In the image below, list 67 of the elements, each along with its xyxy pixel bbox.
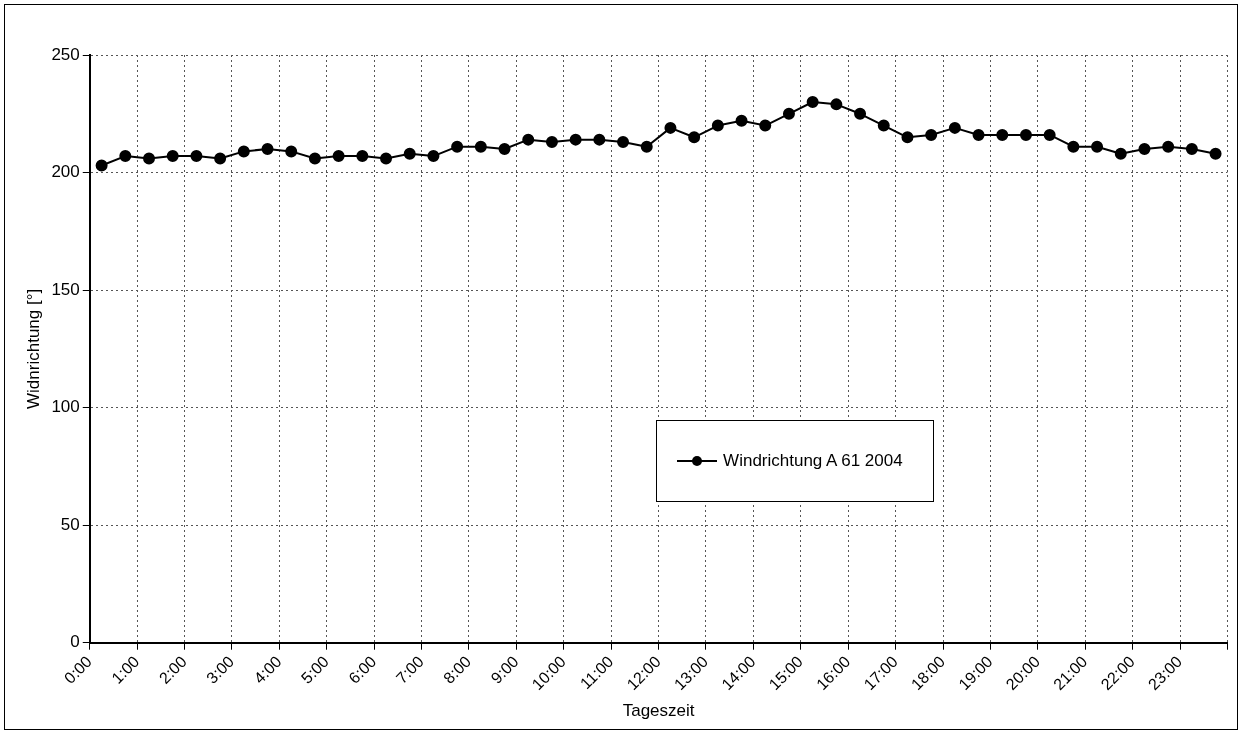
point bbox=[545, 135, 558, 148]
point bbox=[1019, 128, 1032, 141]
point bbox=[451, 140, 464, 153]
y-tick-label: 150 bbox=[51, 279, 80, 299]
point bbox=[806, 96, 819, 109]
point bbox=[593, 133, 606, 146]
point bbox=[1067, 140, 1080, 153]
x-tick-label: 0:00 bbox=[60, 652, 96, 687]
point bbox=[1043, 128, 1056, 141]
y-tick-label: 0 bbox=[70, 632, 80, 652]
y-axis-title: Widnrichtung [°] bbox=[23, 288, 43, 409]
point bbox=[569, 133, 582, 146]
point bbox=[237, 145, 250, 158]
y-tick-label: 50 bbox=[60, 514, 80, 534]
y-tick-label: 100 bbox=[51, 397, 80, 417]
point bbox=[901, 131, 914, 144]
point bbox=[1162, 140, 1175, 153]
x-tick-label: 5:00 bbox=[297, 652, 333, 687]
point bbox=[190, 150, 203, 163]
point bbox=[617, 135, 630, 148]
point bbox=[735, 114, 748, 127]
point bbox=[474, 140, 487, 153]
x-tick-label: 6:00 bbox=[345, 652, 380, 687]
x-tick-label: 9:00 bbox=[487, 652, 522, 687]
point bbox=[522, 133, 535, 146]
point bbox=[166, 150, 179, 163]
x-tick-label: 7:00 bbox=[392, 652, 427, 687]
point bbox=[380, 152, 393, 165]
point bbox=[261, 143, 274, 156]
legend: Windrichtung A 61 2004 bbox=[656, 419, 934, 502]
x-tick-label: 8:00 bbox=[440, 652, 475, 687]
point bbox=[925, 128, 938, 141]
point bbox=[332, 150, 345, 163]
point bbox=[640, 140, 653, 153]
point bbox=[427, 150, 440, 163]
point bbox=[711, 119, 724, 132]
point bbox=[498, 143, 511, 156]
point bbox=[119, 150, 132, 163]
point bbox=[143, 152, 156, 165]
point bbox=[996, 128, 1009, 141]
x-tick-label: 3:00 bbox=[203, 652, 238, 687]
point bbox=[1209, 147, 1222, 160]
point bbox=[972, 128, 985, 141]
point bbox=[285, 145, 298, 158]
x-axis-title: Tageszeit bbox=[622, 701, 695, 721]
point bbox=[403, 147, 416, 160]
point bbox=[95, 159, 108, 172]
legend-label: Windrichtung A 61 2004 bbox=[723, 450, 903, 471]
point bbox=[688, 131, 701, 144]
point bbox=[356, 150, 369, 163]
point bbox=[1091, 140, 1104, 153]
x-tick-label: 2:00 bbox=[155, 652, 190, 687]
point bbox=[214, 152, 227, 165]
point bbox=[782, 107, 795, 120]
point bbox=[664, 121, 677, 134]
y-tick-label: 250 bbox=[51, 44, 80, 64]
point bbox=[308, 152, 321, 165]
point bbox=[1138, 143, 1151, 156]
point bbox=[948, 121, 961, 134]
point bbox=[759, 119, 772, 132]
point bbox=[877, 119, 890, 132]
point bbox=[1185, 143, 1198, 156]
x-tick-label: 4:00 bbox=[250, 652, 285, 687]
point bbox=[854, 107, 867, 120]
point bbox=[830, 98, 843, 111]
point bbox=[1114, 147, 1127, 160]
y-tick-label: 200 bbox=[51, 162, 80, 182]
